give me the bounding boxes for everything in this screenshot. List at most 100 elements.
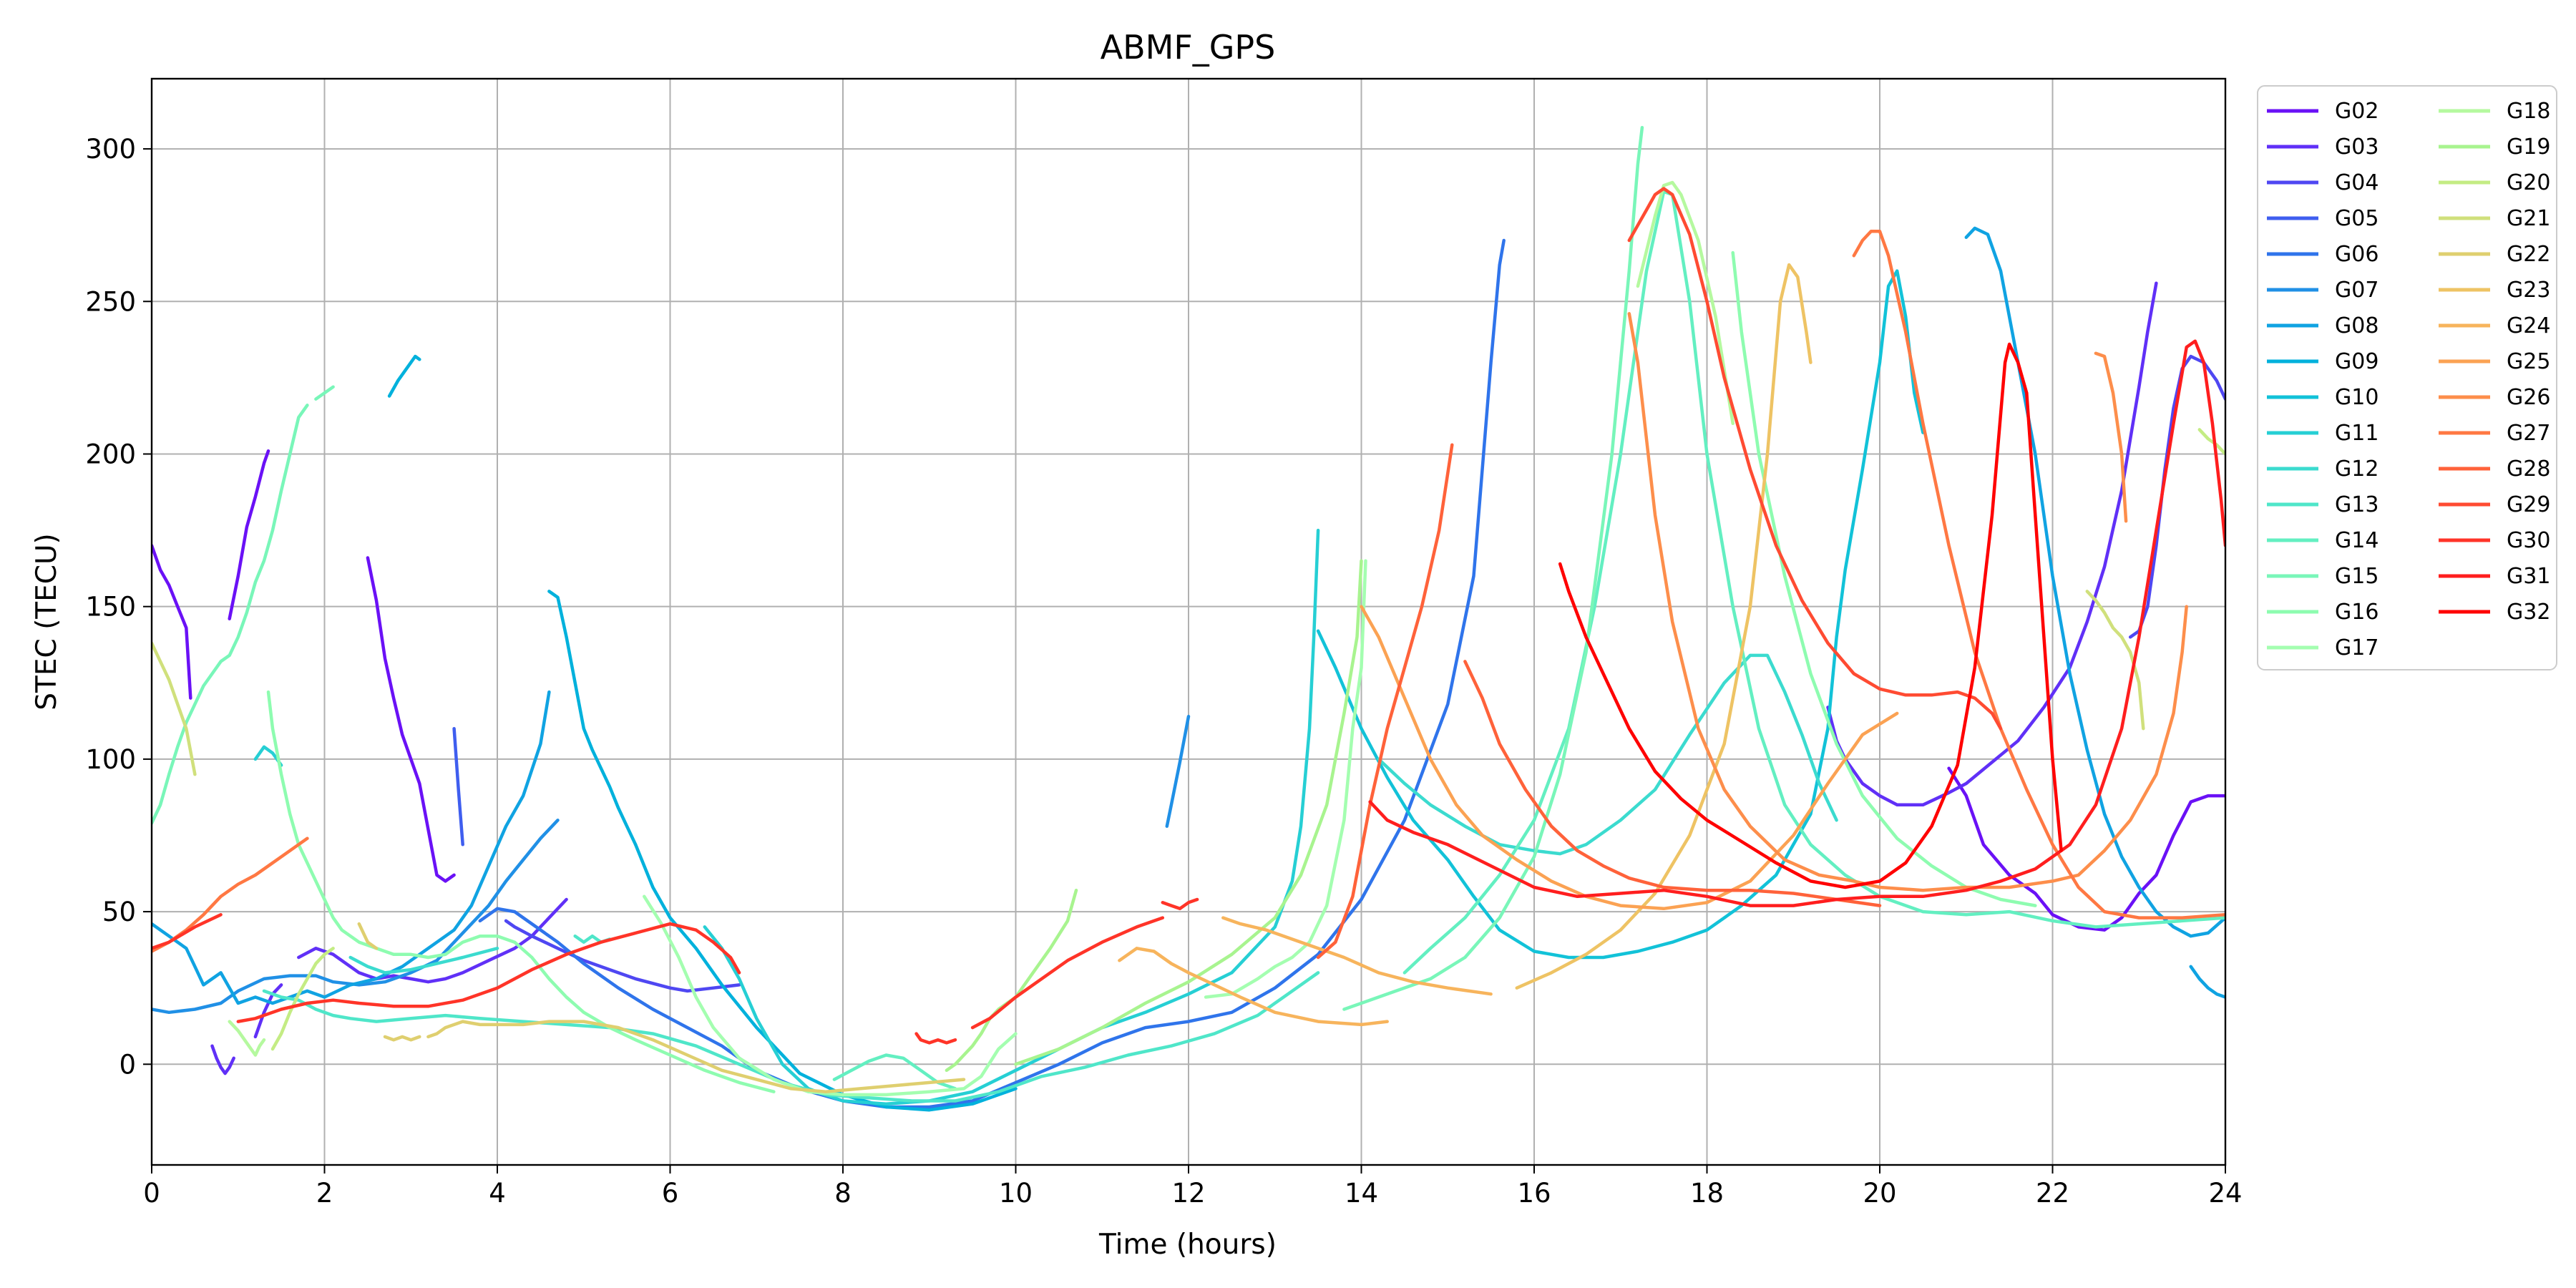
legend-item-g13: G13 [2267,492,2379,517]
legend-item-g07: G07 [2267,278,2379,303]
legend-label: G21 [2507,206,2550,231]
series-line-g04 [504,919,741,993]
legend-item-g26: G26 [2439,385,2550,410]
series-line-g03 [210,1044,235,1075]
series-line-g22 [426,1020,966,1093]
legend-label: G15 [2335,564,2379,589]
series-line-g11 [703,528,1320,1106]
series-g29 [1627,187,2003,731]
series-g03 [210,281,2158,1075]
series-line-g26 [2094,351,2128,523]
legend-item-g06: G06 [2267,242,2379,267]
legend-label: G26 [2507,385,2550,410]
y-tick-label: 250 [85,286,136,317]
legend-item-g05: G05 [2267,206,2379,231]
series-line-g30 [1161,897,1199,911]
series-g04 [504,354,2225,993]
series-line-g23 [1515,263,1813,990]
series-line-g02 [1947,766,2225,932]
series-line-g30 [152,913,223,950]
legend-label: G03 [2335,135,2379,160]
series-line-g02 [366,556,456,883]
legend-item-g21: G21 [2439,206,2550,231]
legend-label: G32 [2507,600,2550,625]
legend-item-g24: G24 [2439,313,2550,338]
legend-item-g11: G11 [2267,421,2379,446]
series-line-g08 [1964,226,2225,938]
series-line-g30 [236,922,741,1023]
series-line-g30 [970,916,1165,1030]
legend-item-g22: G22 [2439,242,2550,267]
legend-item-g12: G12 [2267,457,2379,482]
series-line-g18 [228,1020,266,1057]
series-line-g27 [1852,229,2225,919]
legend-label: G16 [2335,600,2379,625]
legend-label: G17 [2335,635,2379,660]
legend-label: G11 [2335,421,2379,446]
legend-label: G25 [2507,349,2550,374]
x-tick-label: 6 [662,1178,679,1209]
series-line-g24 [1118,947,1389,1027]
series-g06 [478,238,1506,1109]
x-tick-label: 0 [143,1178,160,1209]
x-axis-label: Time (hours) [1098,1229,1277,1261]
series-g05 [452,726,464,847]
series-line-g28 [1316,443,1454,960]
legend-item-g03: G03 [2267,135,2379,160]
legend-label: G18 [2507,99,2550,124]
series-line-g07 [1165,714,1191,828]
y-tick-label: 300 [85,134,136,165]
legend-item-g02: G02 [2267,99,2379,124]
x-tick-label: 4 [489,1178,506,1209]
series-g28 [1316,443,1882,960]
series-line-g26 [1627,312,2188,892]
legend-item-g32: G32 [2439,600,2550,625]
series-line-g08 [2189,965,2225,999]
legend-label: G09 [2335,349,2379,374]
x-axis: 0 2 4 6 8 10 12 14 16 18 20 22 24 [143,1165,2243,1209]
legend-item-g25: G25 [2439,349,2550,374]
legend-label: G14 [2335,528,2379,553]
y-axis-label: STEC (TECU) [31,533,63,711]
series-line-g32 [1558,342,2029,889]
x-tick-label: 24 [2208,1178,2242,1209]
series-g10 [1316,269,1925,960]
legend-item-g30: G30 [2439,528,2550,553]
series-line-g28 [1463,660,1882,907]
x-tick-label: 16 [1517,1178,1551,1209]
series-g22 [357,922,966,1093]
series-line-g22 [357,922,379,950]
legend-frame [2257,85,2557,670]
series-line-g12 [1377,653,1838,856]
series-g30 [152,897,1199,1045]
legend-label: G04 [2335,170,2379,195]
legend-item-g09: G09 [2267,349,2379,374]
legend-item-g10: G10 [2267,385,2379,410]
legend-item-g17: G17 [2267,635,2379,660]
legend-item-g28: G28 [2439,457,2550,482]
x-tick-label: 18 [1690,1178,1724,1209]
legend-item-g27: G27 [2439,421,2550,446]
legend-label: G23 [2507,278,2550,303]
legend-item-g14: G14 [2267,528,2379,553]
legend: G02 G03 G04 G05 G06 G07 G08 G09 G10 G11 G12 G13 G14 G… [2257,85,2557,670]
series-line-g19 [1014,559,1363,1066]
legend-label: G13 [2335,492,2379,517]
legend-item-g20: G20 [2439,170,2550,195]
x-tick-label: 22 [2036,1178,2069,1209]
series-line-g09 [547,590,638,847]
series-line-g04 [2128,354,2225,639]
y-tick-label: 150 [85,592,136,623]
series-line-g07 [152,818,560,1015]
legend-label: G05 [2335,206,2379,231]
series-line-g02 [152,544,192,700]
series-line-g09 [633,843,1018,1112]
series-g12 [348,653,1838,975]
legend-item-g19: G19 [2439,135,2550,160]
x-tick-label: 14 [1345,1178,1378,1209]
legend-label: G30 [2507,528,2550,553]
y-tick-label: 0 [119,1049,136,1080]
legend-item-g31: G31 [2439,564,2550,589]
